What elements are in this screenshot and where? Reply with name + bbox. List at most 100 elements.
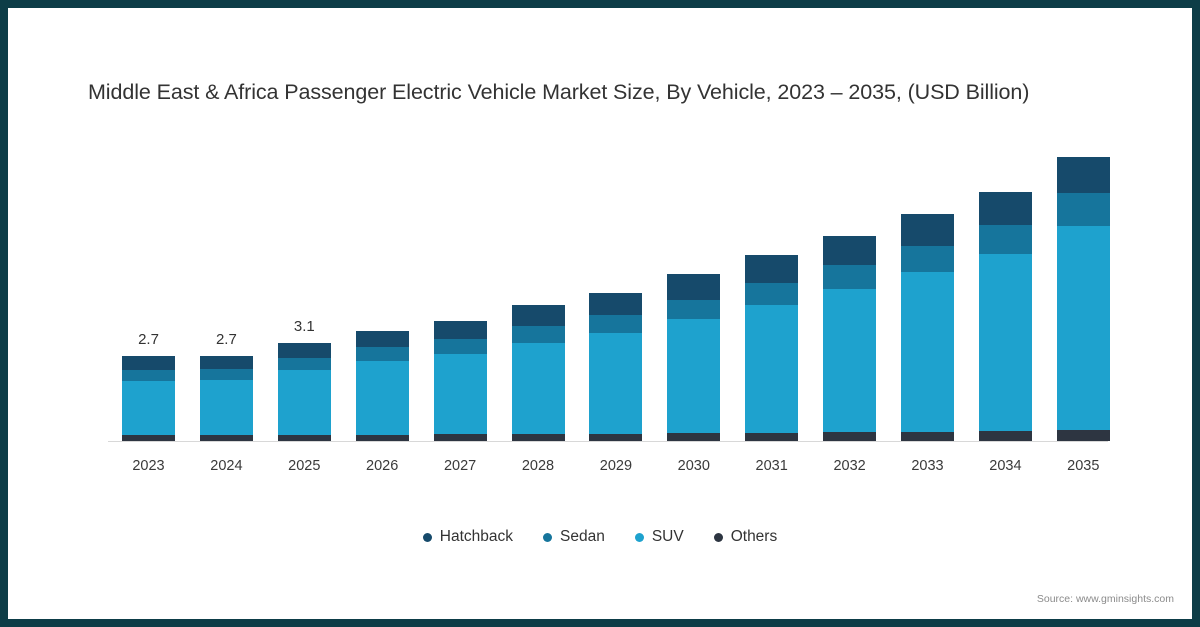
bar-segment-sedan[interactable] [433,339,487,354]
bar-segment-others[interactable] [901,431,954,441]
bar-stack [978,191,1032,441]
bar-segment-hatchback[interactable] [589,292,643,316]
bar-group-2025[interactable]: 3.1 [277,318,331,441]
x-tick-2035: 2035 [1067,458,1100,474]
bar-group-2027[interactable] [433,321,487,441]
bar-group-2035[interactable] [1056,156,1110,441]
bar-segment-sedan[interactable] [589,315,643,333]
bar-group-2032[interactable] [823,235,877,441]
bar-segment-sedan[interactable] [978,224,1032,255]
bar-group-2033[interactable] [901,213,954,441]
bar-segment-sedan[interactable] [122,370,175,382]
bar-segment-sedan[interactable] [199,369,253,381]
bar-segment-suv[interactable] [745,304,799,433]
legend-swatch-icon [634,532,644,542]
bar-segment-others[interactable] [355,434,409,441]
bar-segment-suv[interactable] [199,380,253,436]
legend-item-suv[interactable]: SUV [634,528,684,546]
bar-segment-suv[interactable] [511,342,565,435]
bar-segment-hatchback[interactable] [122,355,175,370]
x-tick-2031: 2031 [755,458,788,474]
bar-segment-suv[interactable] [122,381,175,436]
x-tick-2023: 2023 [132,458,165,474]
legend-item-hatchback[interactable]: Hatchback [422,528,513,546]
bar-segment-suv[interactable] [433,353,487,435]
bar-segment-suv[interactable] [355,360,409,435]
bar-segment-hatchback[interactable] [745,254,799,284]
bar-segment-hatchback[interactable] [355,330,409,347]
bar-segment-hatchback[interactable] [978,191,1032,225]
source-attribution: Source: www.gminsights.com [1036,593,1174,605]
bar-stack [667,273,721,441]
bar-segment-sedan[interactable] [355,346,409,361]
bar-stack [433,321,487,441]
bar-group-2024[interactable]: 2.7 [199,331,253,441]
bar-segment-hatchback[interactable] [1056,156,1110,194]
bar-segment-hatchback[interactable] [199,355,253,370]
bar-segment-others[interactable] [745,432,799,441]
bar-group-2034[interactable] [978,191,1032,441]
bar-group-2026[interactable] [355,330,409,441]
bar-stack [1056,156,1110,441]
x-tick-2028: 2028 [521,458,555,474]
bar-stack [745,254,799,441]
bar-segment-sedan[interactable] [667,299,721,320]
bar-stack [901,213,954,441]
bar-segment-suv[interactable] [901,272,954,432]
x-tick-2034: 2034 [989,458,1022,474]
bar-segment-sedan[interactable] [1056,193,1110,227]
bar-segment-sedan[interactable] [745,283,799,305]
bar-segment-hatchback[interactable] [277,343,331,358]
bar-segment-others[interactable] [199,435,253,441]
plot-area: 2.7 2.7 3.1 [108,138,1110,442]
bar-segment-others[interactable] [511,434,565,441]
x-tick-2024: 2024 [210,458,243,474]
bar-segment-hatchback[interactable] [823,235,877,265]
x-tick-2033: 2033 [911,458,944,474]
bar-segment-suv[interactable] [667,319,721,434]
bar-group-2030[interactable] [667,273,721,441]
bar-stack [355,330,409,441]
bar-group-2028[interactable] [511,305,565,441]
bar-group-2023[interactable]: 2.7 [122,331,175,441]
bar-segment-others[interactable] [433,434,487,441]
bar-segment-others[interactable] [1056,429,1110,441]
bar-segment-others[interactable] [667,433,721,441]
bar-segment-others[interactable] [277,435,331,441]
bar-segment-others[interactable] [823,432,877,441]
bar-segment-hatchback[interactable] [667,273,721,300]
bar-segment-sedan[interactable] [823,264,877,289]
bar-segment-sedan[interactable] [511,326,565,343]
bar-group-2031[interactable] [745,254,799,441]
x-tick-2026: 2026 [366,458,399,474]
bar-segment-hatchback[interactable] [901,213,954,246]
legend-swatch-icon [713,532,723,542]
legend-item-others[interactable]: Others [713,528,777,546]
bar-segment-suv[interactable] [823,288,877,433]
x-axis-line [108,441,1108,442]
bar-value-label-2024: 2.7 [215,330,237,348]
bar-segment-sedan[interactable] [901,245,954,273]
bar-segment-hatchback[interactable] [433,321,487,340]
bar-value-label-2023: 2.7 [138,330,159,348]
bar-segment-suv[interactable] [1056,226,1110,430]
legend-item-sedan[interactable]: Sedan [543,528,605,546]
bar-value-label-2025: 3.1 [293,318,315,336]
bar-segment-others[interactable] [978,430,1032,441]
bar-segment-sedan[interactable] [277,357,331,371]
x-tick-2025: 2025 [288,458,321,474]
bar-segment-suv[interactable] [978,254,1032,431]
bar-segment-hatchback[interactable] [511,305,565,327]
legend-swatch-icon [543,532,552,542]
bar-segment-suv[interactable] [277,370,331,436]
x-axis-tick-labels: 2023 2024 2025 2026 2027 2028 2029 2030 2031 2032… [108,458,1108,482]
bar-stack [277,343,331,441]
bar-segment-suv[interactable] [589,332,643,434]
chart-legend: Hatchback Sedan SUV Others [8,528,1192,546]
bar-segment-others[interactable] [589,433,643,441]
x-tick-2030: 2030 [677,458,710,474]
bar-segment-others[interactable] [122,435,175,441]
bar-group-2029[interactable] [589,292,643,441]
legend-swatch-icon [422,532,432,542]
bar-stack [511,305,565,441]
